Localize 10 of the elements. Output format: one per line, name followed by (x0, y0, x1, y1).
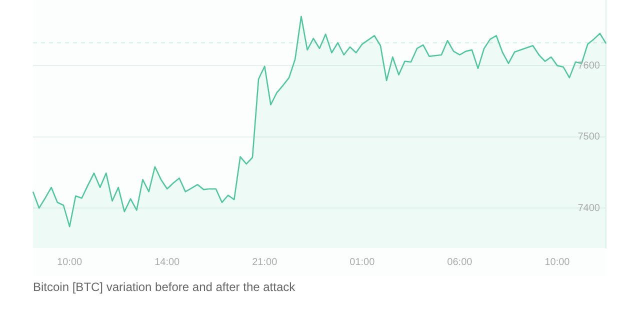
x-tick-label: 10:00 (57, 256, 83, 268)
x-tick-label: 06:00 (447, 256, 473, 268)
y-tick-label: 7500 (578, 132, 600, 143)
x-tick-label: 01:00 (350, 256, 376, 268)
x-tick-label: 21:00 (252, 256, 278, 268)
text: Bitcoin [BTC] variation before and after the attack (33, 280, 296, 294)
x-tick-label: 14:00 (154, 256, 180, 268)
y-tick-label: 7400 (578, 202, 600, 214)
y-tick-label: 7600 (578, 60, 600, 72)
x-tick-label: 10:00 (544, 256, 570, 268)
